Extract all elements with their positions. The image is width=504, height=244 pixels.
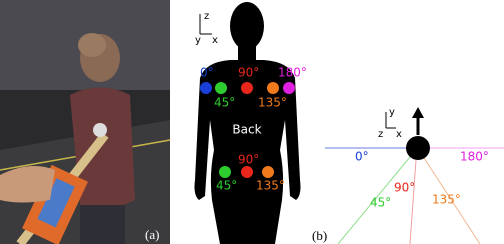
axis-label: y bbox=[389, 107, 395, 118]
axis-label: y bbox=[195, 35, 201, 46]
panel-label: (b) bbox=[312, 228, 327, 243]
axis-label: x bbox=[396, 129, 402, 140]
back-label: Back bbox=[232, 123, 261, 137]
polar-label: 45° bbox=[370, 196, 391, 210]
polar-label: 90° bbox=[394, 181, 415, 195]
marker-label: 45° bbox=[216, 179, 237, 193]
polar-label: 0° bbox=[355, 150, 369, 164]
marker-label: 0° bbox=[200, 66, 214, 80]
marker-label: 180° bbox=[278, 66, 307, 80]
marker-label: 90° bbox=[238, 66, 259, 80]
marker-label: 45° bbox=[214, 96, 235, 110]
heading-arrow bbox=[412, 107, 424, 135]
axis-label: x bbox=[212, 35, 218, 46]
polar-label: 180° bbox=[460, 150, 489, 164]
head-marker bbox=[406, 136, 430, 160]
figure: (a) z y x 0° 45° 90° 135° 180° Back 45° … bbox=[0, 0, 504, 244]
marker-label: 90° bbox=[238, 153, 259, 167]
panel-label: (a) bbox=[145, 227, 159, 242]
polar-label: 135° bbox=[432, 193, 461, 207]
axis-label: z bbox=[378, 129, 383, 140]
axis-label: z bbox=[204, 11, 209, 22]
marker-label: 135° bbox=[256, 179, 285, 193]
photo bbox=[0, 0, 170, 244]
marker-label: 135° bbox=[258, 96, 287, 110]
